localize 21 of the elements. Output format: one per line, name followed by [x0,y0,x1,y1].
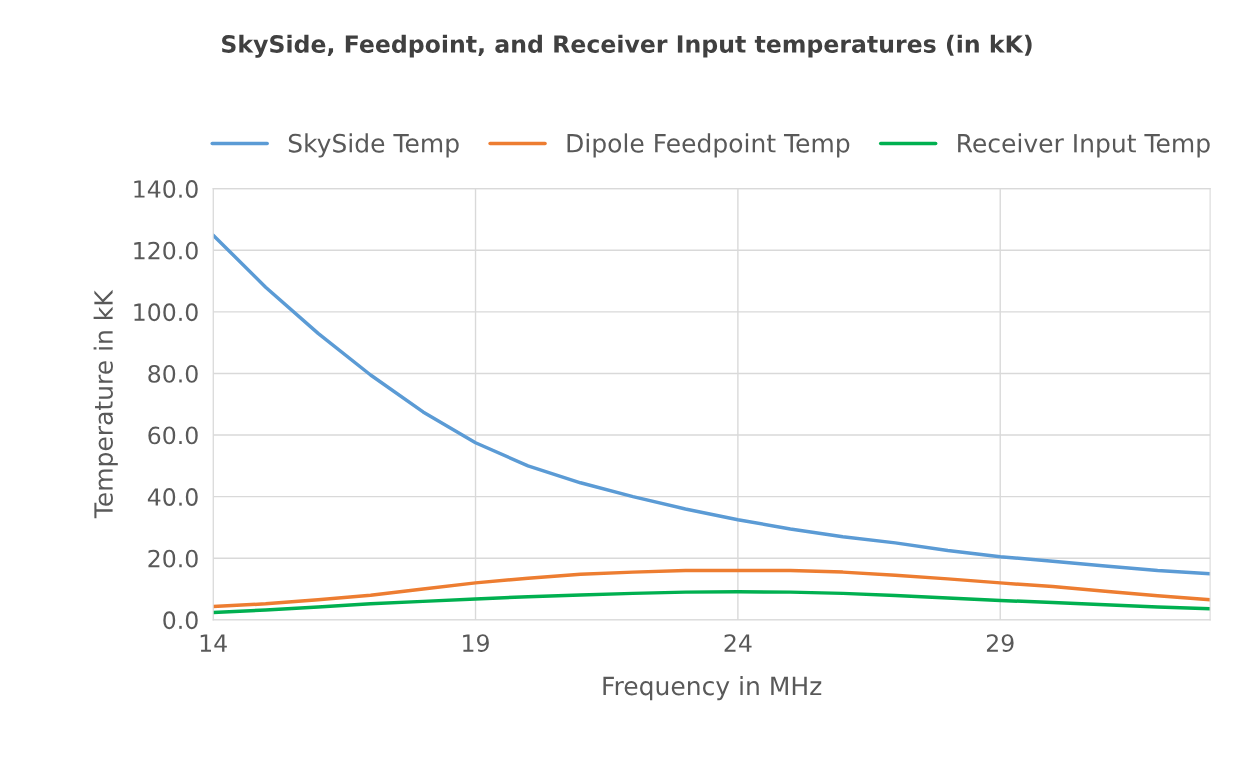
line-series [213,233,1211,576]
x-tick-label: 24 [724,634,752,652]
y-tick-label: 60.0 [148,426,198,445]
y-tick-label: 140.0 [134,180,198,198]
line-series [213,590,1211,615]
y-tick-label: 40.0 [147,488,198,506]
y-axis-title: Temperature in kK [93,289,118,519]
legend-label: Receiver Input Temp [958,133,1210,158]
legend-label: SkySide Temp [288,133,459,158]
line-series [213,568,1211,609]
y-tick-label: 0.0 [163,611,198,630]
x-axis-title: Frequency in MHz [603,676,822,701]
legend-label: Dipole Feedpoint Temp [567,133,850,158]
x-tick-label: 14 [200,634,227,652]
x-tick-label: 29 [986,634,1014,653]
y-tick-label: 80.0 [148,364,198,383]
y-tick-label: 20.0 [148,549,198,568]
chart-title: SkySide, Feedpoint, and Receiver Input temperatures (in kK) [222,34,1032,58]
x-tick-label: 19 [463,634,489,653]
y-tick-label: 100.0 [134,303,198,322]
y-tick-label: 120.0 [134,241,198,260]
